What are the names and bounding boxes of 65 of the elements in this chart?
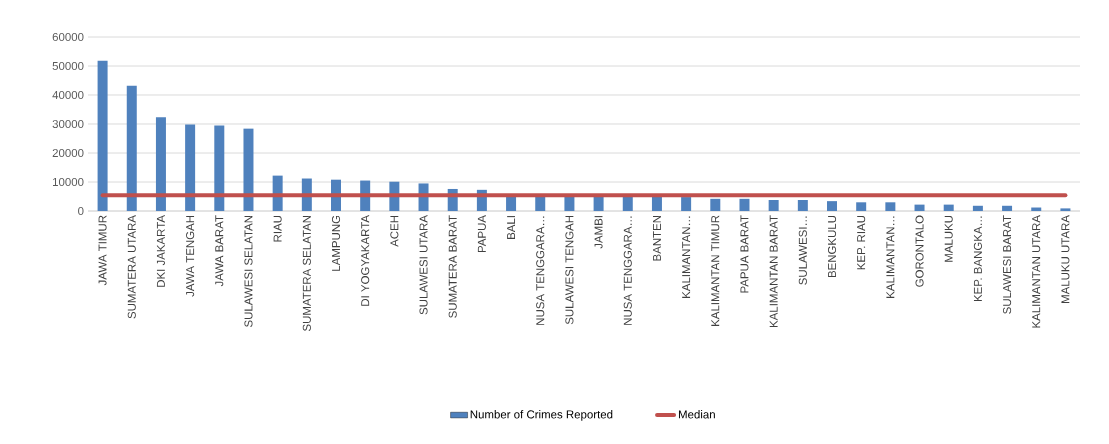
bar — [243, 128, 254, 211]
y-tick-label: 30000 — [52, 119, 84, 129]
x-tick-label: SULAWESI BARAT — [1003, 215, 1012, 314]
legend-label: Median — [678, 410, 715, 419]
bar — [1002, 205, 1013, 211]
x-tick-label: DKI JAKARTA — [156, 215, 165, 287]
bar — [651, 196, 662, 211]
bar — [797, 199, 808, 211]
x-tick-label: BALI — [507, 216, 515, 239]
x-tick-label: MALUKU UTARA — [1061, 215, 1070, 303]
bar — [768, 199, 779, 211]
x-tick-label: SUMATERA SELATAN — [302, 215, 311, 331]
bar — [126, 85, 137, 211]
x-tick-label: KALIMANTAN… — [886, 216, 895, 298]
x-tick-label: LAMPUNG — [331, 215, 341, 271]
bar — [885, 202, 896, 211]
x-tick-label: SUMATERA BARAT — [448, 215, 457, 318]
y-tick-label: 60000 — [52, 32, 84, 42]
x-tick-label: PAPUA — [477, 215, 486, 253]
x-tick-label: JAMBI — [594, 216, 603, 249]
bar — [972, 205, 983, 211]
bar — [681, 197, 692, 211]
x-tick-label: SULAWESI… — [798, 216, 807, 285]
x-tick-label: NUSA TENGGARA… — [623, 216, 632, 325]
x-tick-label: KALIMANTAN BARAT — [769, 215, 778, 327]
x-tick-label: SULAWESI SELATAN — [244, 215, 253, 327]
x-tick-label: JAWA TIMUR — [98, 215, 107, 286]
bar — [593, 195, 604, 211]
bar — [739, 198, 750, 211]
x-tick-label: SULAWESI TENGAH — [565, 215, 574, 325]
y-tick-label: 10000 — [53, 177, 84, 187]
x-tick-label: JAWA TENGAH — [186, 215, 195, 297]
bar — [214, 125, 225, 211]
y-tick-label: 0 — [78, 206, 84, 216]
x-tick-label: GORONTALO — [915, 215, 924, 287]
x-tick-label: KEP. RIAU — [857, 215, 866, 270]
x-tick-label: SUMATERA UTARA — [127, 215, 136, 319]
x-tick-label: RIAU — [273, 215, 282, 242]
x-tick-label: PAPUA BARAT — [740, 215, 749, 293]
bar — [856, 202, 867, 211]
bar — [943, 204, 954, 211]
x-tick-label: BENGKULU — [827, 215, 837, 278]
legend-label: Number of Crimes Reported — [470, 410, 613, 421]
bar — [97, 60, 108, 211]
x-tick-label: SULAWESI UTARA — [419, 215, 428, 315]
x-tick-label: JAWA BARAT — [215, 215, 224, 287]
bar — [710, 198, 721, 211]
bar — [1060, 208, 1071, 211]
y-tick-label: 20000 — [52, 148, 84, 158]
y-tick-label: 50000 — [52, 61, 84, 71]
x-tick-label: DI YOGYAKARTA — [361, 215, 370, 306]
bar — [185, 124, 196, 211]
x-tick-label: MALUKU — [944, 215, 953, 262]
bar — [827, 201, 838, 211]
x-tick-label: KALIMANTAN TIMUR — [711, 215, 720, 326]
bar — [622, 195, 633, 211]
x-tick-label: KEP. BANGKA… — [973, 216, 982, 302]
y-tick-label: 40000 — [52, 90, 84, 100]
bar — [914, 204, 925, 211]
bar — [155, 117, 166, 211]
x-tick-label: BANTEN — [653, 215, 661, 261]
x-tick-label: NUSA TENGGARA… — [536, 216, 545, 325]
x-tick-label: KALIMANTAN… — [682, 216, 691, 298]
x-tick-label: KALIMANTAN UTARA — [1032, 215, 1041, 328]
x-tick-label: ACEH — [390, 215, 399, 247]
